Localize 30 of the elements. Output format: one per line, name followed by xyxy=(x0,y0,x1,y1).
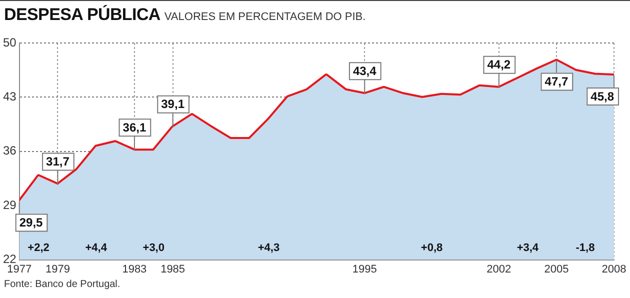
x-tick-label: 2008 xyxy=(602,263,626,276)
x-tick-label: 1985 xyxy=(160,263,186,276)
annotation: +2,2 xyxy=(28,242,50,254)
source-note: Fonte: Banco de Portugal. xyxy=(3,279,122,290)
annotation: +4,3 xyxy=(258,242,280,254)
chart-subtitle: VALORES EM PERCENTAGEM DO PIB. xyxy=(164,11,366,23)
data-label: 45,8 xyxy=(590,89,614,104)
x-tick-label: 1977 xyxy=(7,263,32,276)
y-tick-label: 29 xyxy=(2,198,17,212)
annotation: +0,8 xyxy=(420,242,443,254)
x-tick-label: 1979 xyxy=(45,263,70,276)
y-tick-label: 43 xyxy=(2,90,17,104)
annotation: +3,0 xyxy=(142,242,164,254)
data-label: 31,7 xyxy=(46,154,70,169)
data-label: 43,4 xyxy=(352,64,377,78)
x-tick-label: 2002 xyxy=(486,263,512,276)
data-label: 29,5 xyxy=(19,216,44,230)
annotation: -1,8 xyxy=(576,242,595,254)
x-tick-label: 1983 xyxy=(122,263,147,276)
chart-title: DESPESA PÚBLICA xyxy=(4,5,160,24)
y-tick-label: 36 xyxy=(2,144,17,158)
annotation: +3,4 xyxy=(516,242,540,254)
annotation: +4,4 xyxy=(85,242,108,254)
y-tick-label: 50 xyxy=(2,35,17,50)
x-tick-label: 1995 xyxy=(352,263,377,276)
x-tick-label: 2005 xyxy=(544,263,569,276)
data-label: 47,7 xyxy=(544,74,568,89)
data-label: 39,1 xyxy=(161,97,185,112)
data-label: 44,2 xyxy=(487,58,511,72)
data-label: 36,1 xyxy=(122,120,146,134)
